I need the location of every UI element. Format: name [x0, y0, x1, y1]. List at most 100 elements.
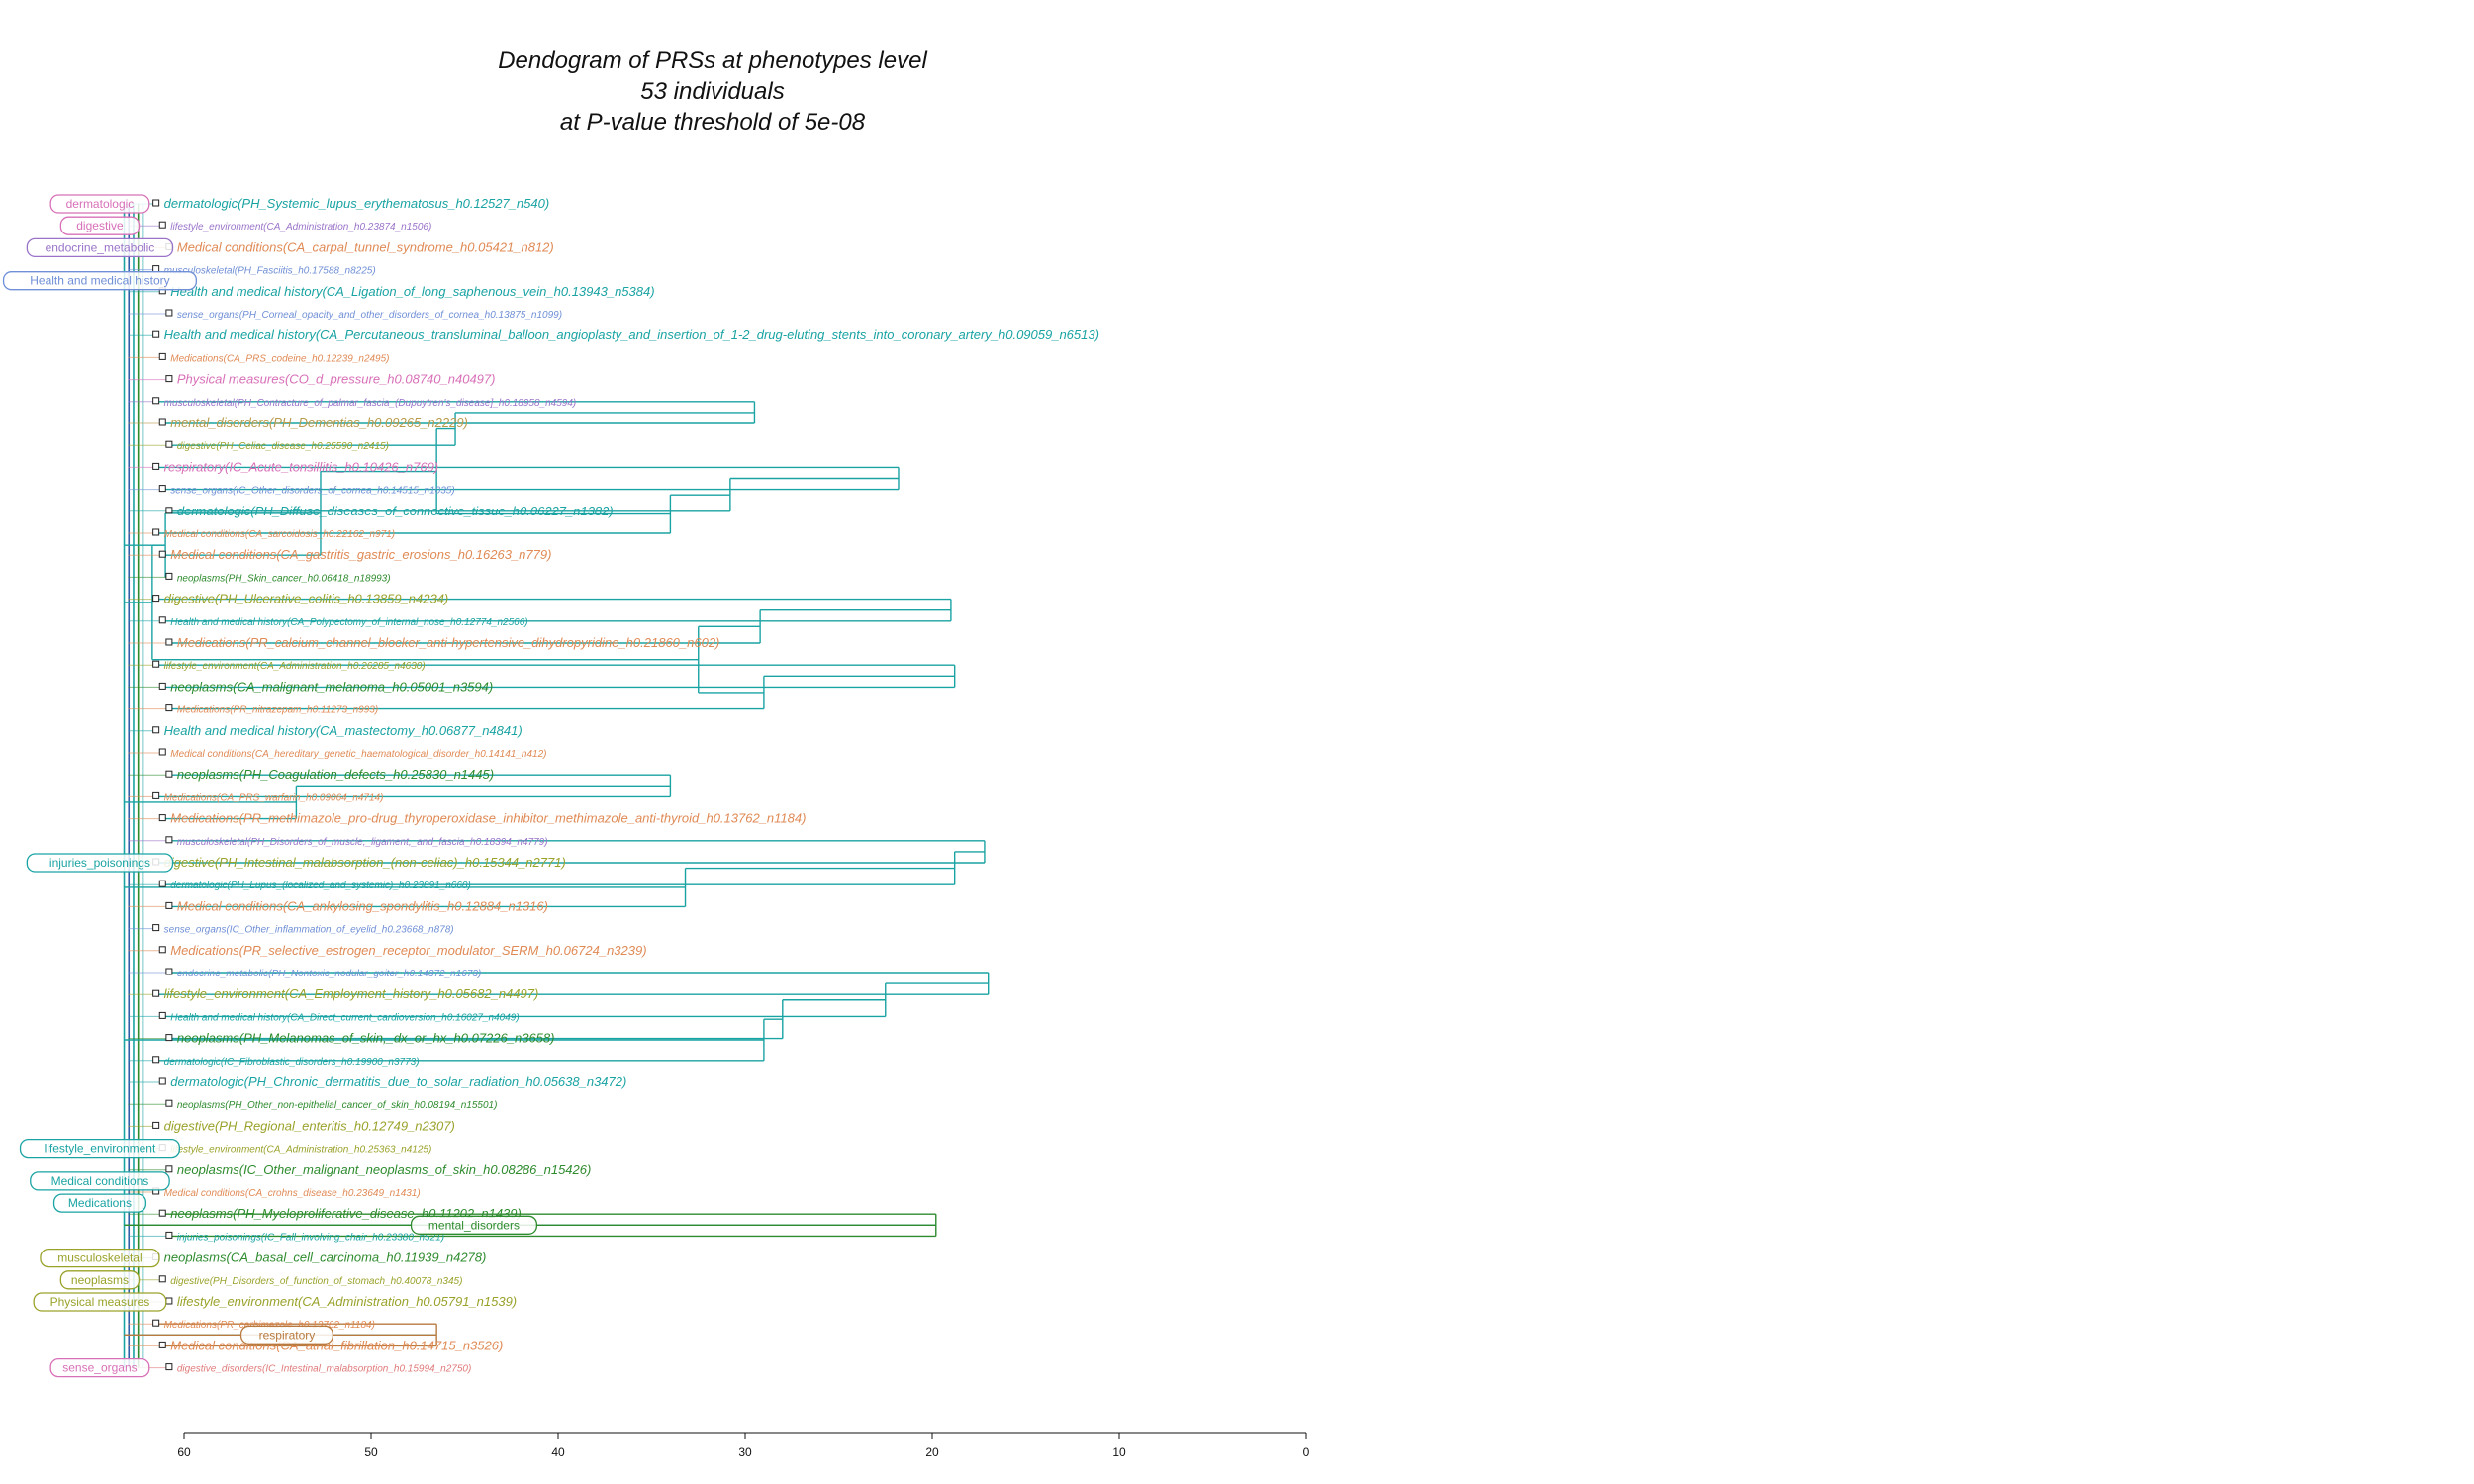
dendrogram-cluster-labels: dermatologic digestive endocrine_metabolic…	[2, 194, 537, 1378]
x-axis-tick-label: 30	[738, 1445, 752, 1459]
dendrogram-leaves: dermatologic(PH_Systemic_lupus_erythemat…	[152, 196, 1099, 1375]
leaf-marker	[152, 397, 160, 405]
leaf-label: neoplasms(IC_Other_malignant_neoplasms_o…	[177, 1162, 591, 1177]
leaf-label: Health and medical history(CA_Ligation_o…	[170, 284, 654, 299]
leaf-label: lifestyle_environment(CA_Administration_…	[177, 1294, 517, 1309]
leaf-marker	[158, 485, 166, 493]
leaf-label: Physical measures(CO_d_pressure_h0.08740…	[177, 372, 496, 387]
leaf-marker	[152, 989, 160, 997]
leaf-marker	[165, 572, 173, 580]
cluster-label-text: Medications	[68, 1196, 132, 1210]
leaf-label: Medical conditions(CA_ankylosing_spondyl…	[177, 898, 548, 913]
chart-title-line-3: at P-value threshold of 5e-08	[559, 109, 866, 136]
leaf-label: dermatologic(PH_Diffuse_diseases_of_conn…	[177, 504, 614, 518]
leaf-marker	[152, 791, 160, 799]
leaf-marker	[165, 1099, 173, 1107]
leaf-label: injuries_poisonings(IC_Fall_involving_ch…	[177, 1232, 444, 1243]
cluster-label-text: digestive	[76, 219, 124, 232]
leaf-label: Medical conditions(CA_hereditary_genetic…	[170, 749, 546, 760]
x-axis-tick-label: 50	[364, 1445, 378, 1459]
leaf-marker	[152, 1319, 160, 1327]
leaf-label: digestive(PH_Intestinal_malabsorption_(n…	[164, 855, 566, 870]
leaf-marker	[158, 550, 166, 558]
cluster-label-box	[33, 1292, 167, 1312]
cluster-label: neoplasms	[59, 1270, 141, 1290]
leaf-marker	[152, 1056, 160, 1064]
x-axis-tick-label: 20	[925, 1445, 939, 1459]
leaf-label: Medications(PR_calcium_channel_blocker_a…	[177, 635, 720, 650]
leaf-marker	[165, 968, 173, 975]
leaf-label: respiratory(IC_Acute_tonsillitis_h0.1042…	[164, 459, 439, 474]
x-axis-tick-label: 60	[177, 1445, 191, 1459]
cluster-label: Physical measures	[33, 1292, 167, 1312]
cluster-label-text: Physical measures	[50, 1295, 150, 1309]
leaf-label: Medical conditions(CA_sarcoidosis_h0.221…	[164, 529, 395, 540]
leaf-label: dermatologic(PH_Lupus_(localized_and_sys…	[170, 881, 471, 891]
leaf-marker	[158, 748, 166, 756]
leaf-marker	[165, 375, 173, 383]
leaf-marker	[158, 221, 166, 229]
leaf-label: digestive(PH_Disorders_of_function_of_st…	[170, 1276, 462, 1287]
chart-title-line-2: 53 individuals	[640, 78, 785, 105]
leaf-label: mental_disorders(PH_Dementias_h0.09265_n…	[170, 416, 468, 430]
leaf-marker	[158, 880, 166, 887]
leaf-label: Health and medical history(CA_Direct_cur…	[170, 1012, 519, 1023]
leaf-label: musculoskeletal(PH_Contracture_of_palmar…	[164, 398, 577, 409]
x-axis-tick-label: 10	[1112, 1445, 1126, 1459]
cluster-label: respiratory	[239, 1325, 334, 1345]
leaf-marker	[158, 814, 166, 822]
leaf-marker	[158, 682, 166, 690]
leaf-label: Health and medical history(CA_Polypectom…	[170, 617, 527, 628]
leaf-label: lifestyle_environment(CA_Employment_hist…	[164, 986, 539, 1001]
leaf-marker	[158, 1341, 166, 1348]
cluster-label-box	[26, 853, 174, 873]
leaf-marker	[152, 330, 160, 338]
cluster-label: endocrine_metabolic	[26, 237, 174, 258]
leaf-label: digestive(PH_Regional_enteritis_h0.12749…	[164, 1118, 455, 1133]
cluster-label-box	[410, 1215, 537, 1235]
leaf-marker	[165, 770, 173, 778]
leaf-marker	[165, 440, 173, 448]
leaf-marker	[152, 265, 160, 273]
leaf-marker	[152, 199, 160, 207]
leaf-marker	[158, 352, 166, 360]
cluster-label: Health and medical history	[2, 271, 198, 291]
chart-title: Dendogram of PRSs at phenotypes level 53…	[396, 46, 1029, 138]
cluster-label-box	[49, 194, 150, 214]
leaf-label: Medications(CA_PRS_warfarin_h0.09064_n47…	[164, 792, 384, 803]
leaf-label: musculoskeletal(PH_Disorders_of_muscle,_…	[177, 837, 548, 848]
leaf-marker	[165, 836, 173, 844]
leaf-label: Medications(PR_nitrazepam_h0.11273_n993)	[177, 705, 378, 716]
leaf-label: endocrine_metabolic(PH_Nontoxic_nodular_…	[177, 969, 481, 979]
leaf-marker	[165, 1363, 173, 1371]
leaf-label: digestive(PH_Celiac_disease_h0.25590_n24…	[177, 441, 389, 452]
cluster-label-box	[59, 216, 141, 235]
leaf-marker	[165, 507, 173, 514]
leaf-marker	[165, 1034, 173, 1042]
leaf-label: sense_organs(IC_Other_disorders_of_corne…	[170, 486, 454, 497]
cluster-label-box	[52, 1193, 147, 1213]
cluster-label-box	[26, 237, 174, 258]
leaf-marker	[165, 1297, 173, 1305]
cluster-label-text: dermatologic	[66, 197, 135, 211]
leaf-label: Medications(PR_selective_estrogen_recept…	[170, 943, 646, 958]
cluster-label-text: mental_disorders	[428, 1218, 520, 1232]
leaf-label: lifestyle_environment(CA_Administration_…	[170, 222, 431, 232]
leaf-marker	[165, 309, 173, 317]
cluster-label-box	[49, 1357, 150, 1378]
leaf-marker	[152, 1121, 160, 1129]
cluster-label: injuries_poisonings	[26, 853, 174, 873]
cluster-label-box	[59, 1270, 141, 1290]
x-axis-tick-label: 40	[551, 1445, 565, 1459]
leaf-marker	[158, 1077, 166, 1085]
cluster-label-box	[19, 1138, 181, 1159]
leaf-marker	[165, 704, 173, 712]
leaf-label: neoplasms(PH_Other_non-epithelial_cancer…	[177, 1100, 498, 1111]
chart-title-line-1: Dendogram of PRSs at phenotypes level	[498, 47, 927, 74]
cluster-label-text: sense_organs	[62, 1361, 137, 1375]
cluster-label-box	[30, 1171, 170, 1191]
leaf-label: digestive(PH_Ulcerative_colitis_h0.13859…	[164, 592, 449, 606]
leaf-label: Medications(PR_methimazole_pro-drug_thyr…	[170, 811, 806, 826]
cluster-label-box	[2, 271, 198, 291]
